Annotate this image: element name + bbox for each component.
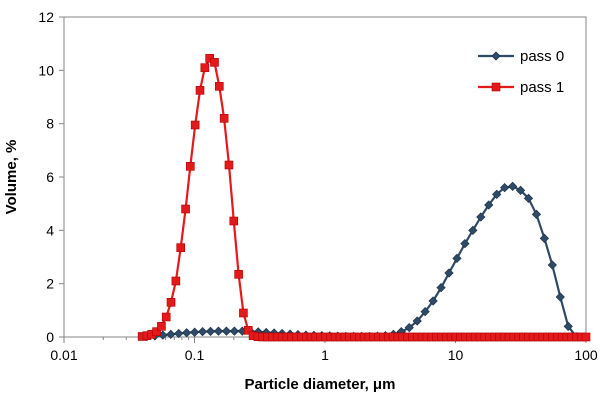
data-point-pass-0: [404, 323, 414, 333]
data-point-pass-0: [484, 200, 494, 210]
data-point-pass-1: [215, 82, 224, 91]
data-point-pass-0: [420, 307, 430, 317]
data-point-pass-1: [219, 114, 229, 123]
x-tick-label: 10: [448, 347, 464, 363]
data-point-pass-1: [176, 243, 186, 252]
data-point-pass-0: [205, 326, 216, 337]
data-point-pass-1: [229, 216, 239, 226]
data-point-pass-0: [166, 329, 176, 339]
data-point-pass-1: [186, 162, 195, 171]
y-axis: 0 2 4 6 8 10 12: [38, 9, 64, 345]
legend-marker-pass-0: [491, 51, 501, 61]
plot-area: [63, 16, 587, 338]
legend-marker-pass-1: [491, 82, 501, 92]
y-tick-label: 2: [46, 276, 54, 292]
data-point-pass-0: [492, 189, 502, 199]
data-point-pass-0: [444, 268, 454, 278]
data-point-pass-0: [182, 328, 192, 338]
data-point-pass-0: [174, 328, 184, 339]
x-tick-label: 0.1: [185, 347, 205, 363]
data-point-pass-1: [161, 312, 171, 322]
data-point-pass-1: [234, 270, 243, 279]
legend-item-pass-1: pass 1: [478, 79, 564, 96]
data-point-pass-0: [436, 283, 446, 293]
data-point-pass-0: [500, 183, 510, 193]
y-axis-title: Volume, %: [3, 140, 20, 215]
y-tick-label: 12: [38, 9, 54, 25]
data-point-pass-1: [210, 58, 219, 67]
data-point-pass-1: [581, 332, 591, 342]
legend-label-pass-0: pass 0: [520, 48, 564, 65]
data-point-pass-0: [507, 181, 518, 191]
data-point-pass-1: [152, 327, 161, 336]
y-tick-label: 6: [46, 169, 54, 185]
series-layer: [137, 54, 591, 342]
data-point-pass-0: [476, 212, 486, 222]
x-tick-label: 0.01: [50, 347, 77, 363]
data-point-pass-0: [412, 316, 422, 326]
legend-label-pass-1: pass 1: [520, 79, 564, 96]
y-tick-label: 10: [38, 62, 54, 78]
data-point-pass-1: [200, 63, 210, 72]
data-point-pass-0: [452, 253, 462, 263]
data-point-pass-0: [515, 185, 526, 195]
data-point-pass-1: [157, 322, 166, 331]
series-pass-1: [137, 54, 591, 342]
plot-frame: [63, 16, 587, 338]
data-point-pass-0: [563, 321, 573, 331]
y-tick-label: 8: [46, 116, 54, 132]
data-point-pass-0: [189, 327, 200, 337]
data-point-pass-0: [523, 193, 534, 203]
y-tick-label: 4: [46, 222, 54, 238]
y-tick-label: 0: [46, 329, 54, 345]
data-point-pass-0: [547, 260, 557, 270]
data-point-pass-1: [243, 326, 253, 335]
data-point-pass-1: [171, 276, 181, 286]
data-point-pass-1: [224, 160, 234, 170]
data-point-pass-0: [213, 326, 224, 336]
x-axis-title: Particle diameter, μm: [245, 376, 396, 393]
data-point-pass-1: [181, 204, 190, 214]
data-point-pass-0: [428, 296, 438, 306]
legend-item-pass-0: pass 0: [478, 48, 564, 65]
data-point-pass-0: [468, 225, 478, 235]
data-point-pass-0: [539, 233, 550, 243]
data-point-pass-0: [221, 326, 232, 336]
data-point-pass-0: [555, 292, 565, 302]
x-tick-label: 100: [574, 347, 598, 363]
x-tick-label: 1: [321, 347, 329, 363]
data-point-pass-1: [166, 298, 176, 307]
data-point-pass-0: [229, 326, 240, 336]
data-point-pass-0: [460, 239, 470, 249]
data-point-pass-1: [195, 86, 205, 95]
data-point-pass-0: [197, 327, 208, 337]
data-point-pass-1: [239, 308, 248, 318]
legend: pass 0 pass 1: [478, 48, 564, 96]
data-point-pass-1: [190, 120, 200, 130]
data-point-pass-0: [531, 209, 542, 219]
